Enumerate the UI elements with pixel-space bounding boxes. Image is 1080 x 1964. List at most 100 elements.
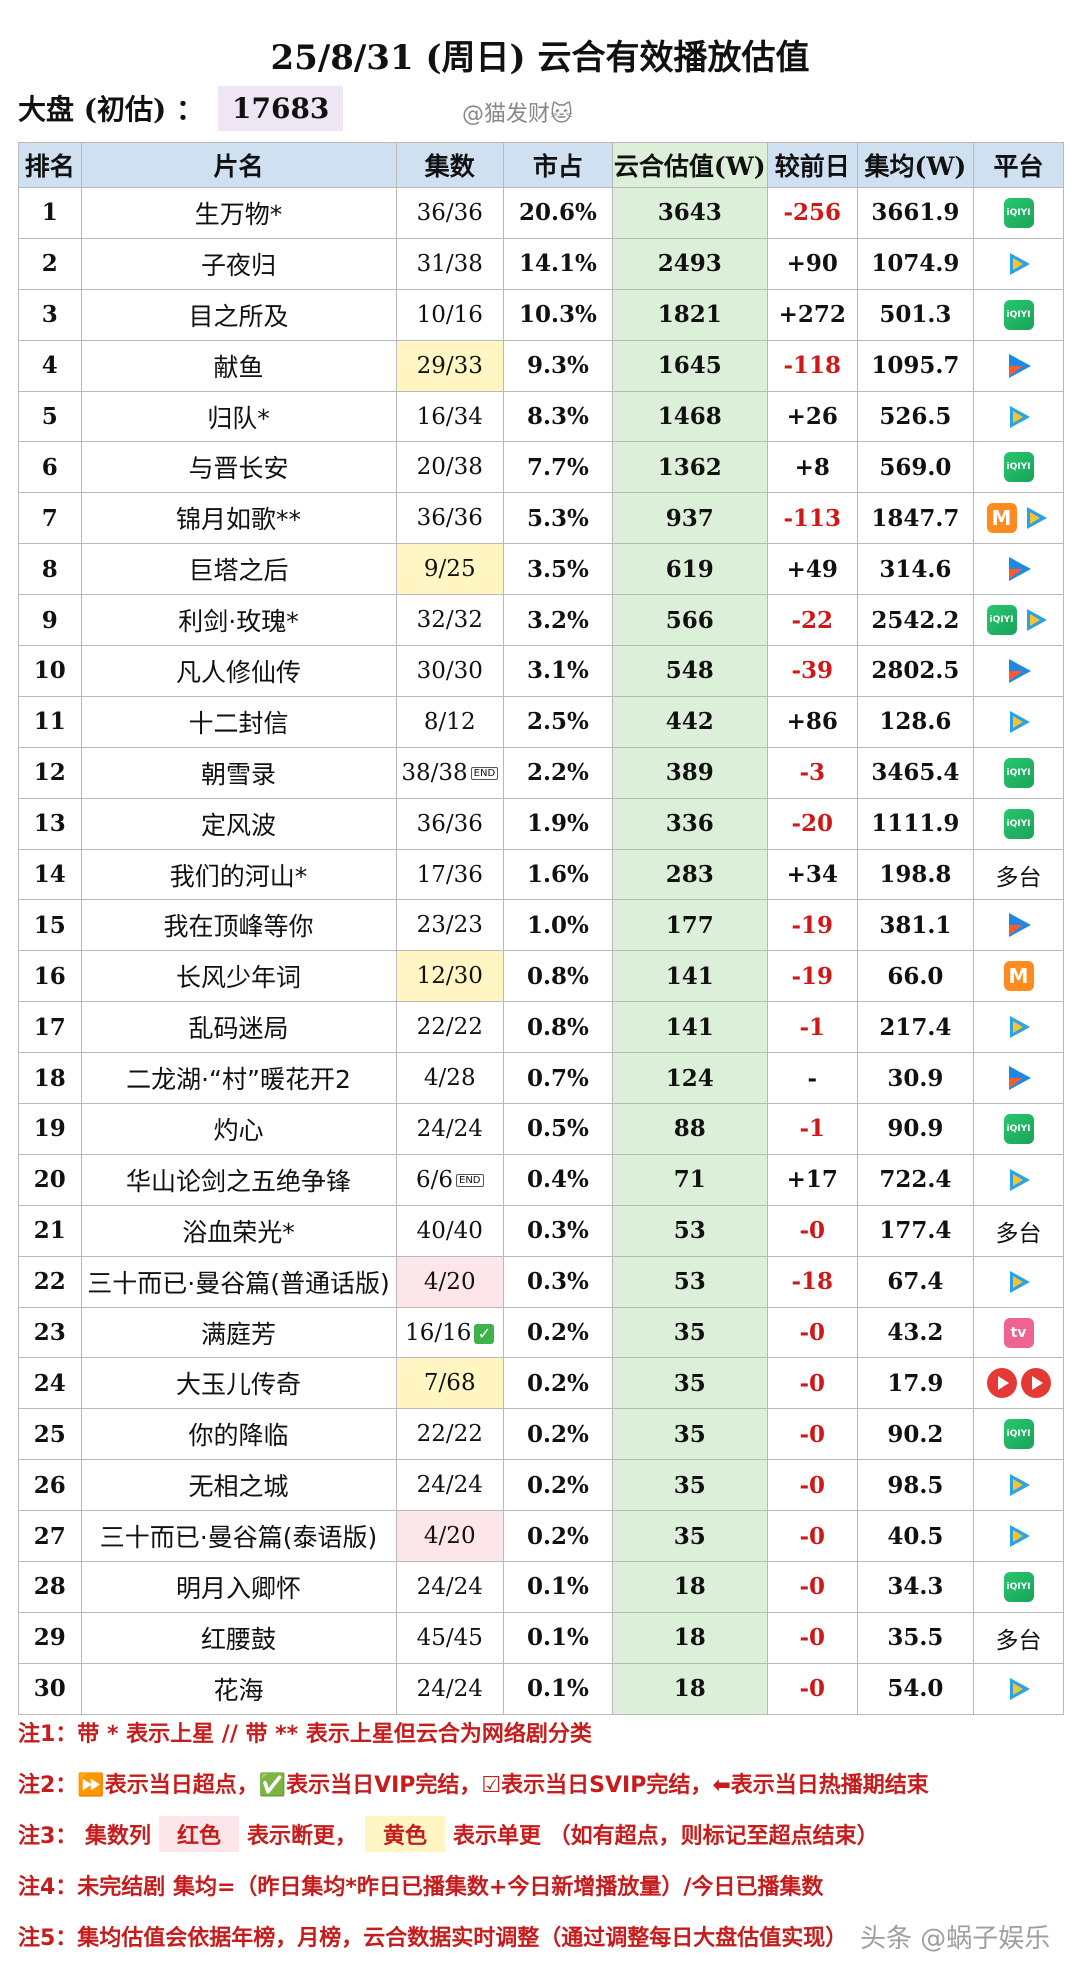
platform-cell: iQIYI <box>973 1103 1064 1155</box>
title-cell: 十二封信 <box>80 695 397 748</box>
iqiyi-icon: iQIYI <box>1003 1419 1034 1450</box>
share-cell: 9.3% <box>503 339 613 392</box>
note-5: 注5：集均估值会依据年榜，月榜，云合数据实时调整（通过调整每日大盘估值实现） <box>18 1925 848 1951</box>
avg-cell: 17.9 <box>856 1357 975 1410</box>
episodes-value: 38/38 <box>401 759 468 786</box>
estimate-cell: 18 <box>611 1611 768 1664</box>
share-cell: 1.0% <box>503 899 613 952</box>
note-4: 注4：未完结剧 集均=（昨日集均*昨日已播集数+今日新增播放量）/今日已播集数 <box>18 1874 824 1900</box>
share-cell: 5.3% <box>503 492 613 545</box>
estimate-cell: 53 <box>611 1204 768 1257</box>
avg-cell: 3465.4 <box>856 746 975 799</box>
episodes-value: 24/24 <box>416 1573 483 1600</box>
ranking-table: 排名 片名 集数 市占 云合估值(W) 较前日 集均(W) 平台 1 生万物* 36… <box>18 142 1064 1715</box>
tencent-icon <box>1004 1521 1034 1551</box>
estimate-cell: 548 <box>611 645 768 697</box>
delta-cell: -19 <box>766 899 858 952</box>
rank-cell: 26 <box>18 1459 82 1512</box>
tencent-icon <box>1021 605 1051 635</box>
iqiyi-icon: iQIYI <box>1003 808 1034 839</box>
platform-cell <box>973 1153 1064 1206</box>
episodes-value: 6/6 <box>415 1166 453 1193</box>
delta-cell: +17 <box>766 1153 858 1206</box>
author-watermark: @猫发财🐱 <box>462 102 573 127</box>
share-cell: 0.1% <box>503 1611 613 1664</box>
episodes-cell: 24/24 <box>395 1459 504 1512</box>
delta-cell: -20 <box>766 797 858 850</box>
rank-cell: 30 <box>18 1662 82 1715</box>
table-row: 13 定风波 36/36 1.9% 336 -20 1111.9 iQIYI <box>18 797 1064 850</box>
episodes-cell: 36/36 <box>395 492 504 545</box>
rank-cell: 20 <box>18 1153 82 1206</box>
youku-icon <box>1004 351 1034 381</box>
title-cell: 定风波 <box>80 797 397 850</box>
episodes-cell: 24/24 <box>395 1662 504 1715</box>
estimate-cell: 124 <box>611 1052 768 1105</box>
tencent-icon <box>1004 249 1034 279</box>
delta-cell: -18 <box>766 1255 858 1308</box>
platform-text: 多台 <box>995 1220 1042 1247</box>
avg-cell: 67.4 <box>856 1255 975 1308</box>
rank-cell: 22 <box>18 1255 82 1308</box>
platform-cell <box>973 899 1064 952</box>
header-avg: 集均(W) <box>856 142 975 188</box>
youku-icon <box>1004 656 1034 686</box>
table-row: 25 你的降临 22/22 0.2% 35 -0 90.2 iQIYI <box>18 1408 1064 1461</box>
note-1: 注1：带 * 表示上星 // 带 ** 表示上星但云合为网络剧分类 <box>18 1721 592 1747</box>
episodes-value: 40/40 <box>416 1217 483 1244</box>
share-cell: 0.1% <box>503 1561 613 1613</box>
tencent-icon <box>1004 1267 1034 1297</box>
episodes-cell: 10/16 <box>395 288 504 341</box>
platform-cell <box>973 543 1064 596</box>
delta-cell: +8 <box>766 441 858 494</box>
delta-cell: +34 <box>766 848 858 901</box>
table-row: 9 利剑·玫瑰* 32/32 3.2% 566 -22 2542.2 iQIYI <box>18 594 1064 647</box>
title-cell: 我们的河山* <box>80 848 397 901</box>
table-row: 29 红腰鼓 45/45 0.1% 18 -0 35.5 多台 <box>18 1611 1064 1664</box>
episodes-cell: 24/24 <box>395 1103 504 1155</box>
estimate-cell: 1468 <box>611 390 768 443</box>
avg-cell: 128.6 <box>856 695 975 748</box>
platform-cell: iQIYI <box>973 594 1064 647</box>
red-icon <box>986 1368 1017 1399</box>
table-row: 11 十二封信 8/12 2.5% 442 +86 128.6 <box>18 695 1064 748</box>
tencent-icon <box>1004 402 1034 432</box>
platform-cell: iQIYI <box>973 441 1064 494</box>
rank-cell: 11 <box>18 695 82 748</box>
avg-cell: 90.2 <box>856 1408 975 1461</box>
avg-cell: 526.5 <box>856 390 975 443</box>
title-cell: 与晋长安 <box>80 441 397 494</box>
title-cell: 明月入卿怀 <box>80 1561 397 1613</box>
episodes-value: 24/24 <box>416 1472 483 1499</box>
title-cell: 乱码迷局 <box>80 1001 397 1054</box>
market-summary: 大盘 (初估) ： 17683 <box>18 84 344 132</box>
episodes-cell: 31/38 <box>395 237 504 290</box>
platform-cell: iQIYI <box>973 746 1064 799</box>
platform-cell: 多台 <box>973 1611 1064 1664</box>
iqiyi-icon: iQIYI <box>1003 1113 1034 1144</box>
episodes-cell: 4/20 <box>395 1510 504 1563</box>
episodes-cell: 22/22 <box>395 1408 504 1461</box>
episodes-cell: 8/12 <box>395 695 504 748</box>
delta-cell: - <box>766 1052 858 1105</box>
avg-cell: 2542.2 <box>856 594 975 647</box>
footer-watermark: 头条 @蜗子娱乐 <box>860 1924 1051 1954</box>
delta-cell: -0 <box>766 1510 858 1563</box>
delta-cell: -39 <box>766 645 858 697</box>
episodes-value: 45/45 <box>416 1624 483 1651</box>
episodes-value: 7/68 <box>423 1370 476 1397</box>
share-cell: 0.8% <box>503 950 613 1003</box>
episodes-cell: 40/40 <box>395 1204 504 1257</box>
episodes-cell: 23/23 <box>395 899 504 952</box>
estimate-cell: 2493 <box>611 237 768 290</box>
title-cell: 大玉儿传奇 <box>80 1357 397 1410</box>
episodes-value: 29/33 <box>416 352 483 379</box>
delta-cell: -0 <box>766 1611 858 1664</box>
iqiyi-icon: iQIYI <box>1003 452 1034 483</box>
platform-cell <box>973 237 1064 290</box>
iqiyi-icon: iQIYI <box>986 605 1017 636</box>
share-cell: 2.5% <box>503 695 613 748</box>
episodes-cell: 29/33 <box>395 339 504 392</box>
delta-cell: -0 <box>766 1561 858 1613</box>
mango-icon <box>986 503 1017 534</box>
